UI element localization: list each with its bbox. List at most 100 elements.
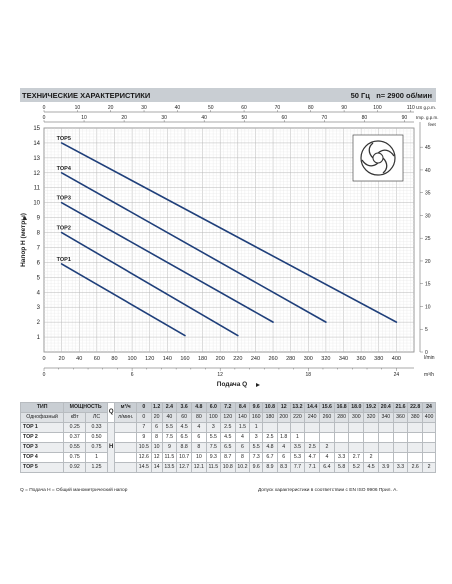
x-tick-label: 300 [304,356,313,362]
kw-value: 0.55 [63,442,87,453]
spacer-cell [114,432,137,443]
head-value [422,432,436,443]
kw-header: кВт [63,412,87,423]
model-name: TOP 2 [19,432,65,443]
head-value: 8.8 [176,442,192,453]
table-row: TOP 3 0.55 0.75 10.5 10 9 8.8 8 7.5 6.5 6 5.5 4.8 4 3.… [19,442,436,453]
hp-header: ЛС [85,412,108,423]
m3h-value: 3.6 [176,402,192,413]
head-value: 8.3 [276,462,291,473]
lmin-value: 140 [234,412,251,423]
footer-legend: Q = Подача H = Общий манометрический нап… [20,488,128,493]
x-tick-label: 200 [216,356,225,362]
curve-label-top1: TOP1 [57,257,71,263]
x-tick-label: 60 [94,356,100,362]
lmin-value: 320 [363,412,379,423]
x-tick-label: 320 [321,356,330,362]
head-value: 9.3 [205,452,221,463]
head-value [319,432,335,443]
head-value [392,442,409,453]
head-value: 6 [190,432,207,443]
head-value: 5.5 [205,432,221,443]
y-tick-label: 12 [33,171,40,177]
head-value: 4 [319,452,335,463]
lmin-value: 260 [319,412,335,423]
table-row: TOP 1 0.25 0.33 H 7 6 5.5 4.5 4 3 2.5 1.5 1 [19,422,436,473]
plot-area [43,127,415,353]
head-value [407,422,424,433]
head-value: 10.8 [219,462,236,473]
lmin-value: 40 [161,412,178,423]
y-arrow-icon [23,216,27,220]
head-value: 8 [234,452,251,463]
m3h-value: 2.4 [161,402,178,413]
m3h-value: 18.0 [348,402,365,413]
head-value: 2.5 [219,422,236,433]
head-value [262,422,278,433]
feet-tick-label: 25 [425,236,431,242]
head-value: 3.5 [289,442,306,453]
kw-value: 0.37 [63,432,87,443]
head-value: 1.5 [234,422,251,433]
y-tick-label: 1 [37,335,41,341]
chart-curves [60,142,398,337]
head-value: 6 [150,422,163,433]
impgpm-tick-label: 20 [121,115,127,121]
spacer-cell [114,452,137,463]
lmin-value: 400 [422,412,436,423]
feet-unit-label: feet [428,122,436,127]
impgpm-tick-label: 50 [241,115,247,121]
kw-value: 0.92 [63,462,87,473]
m3h-value: 1.2 [150,402,163,413]
impgpm-tick-label: 30 [161,115,167,121]
m3h-value: 22.8 [407,402,424,413]
head-value: 8 [150,432,163,443]
curve-label-top2: TOP2 [57,226,71,232]
curve-top2 [60,231,239,337]
lmin-value: 200 [276,412,291,423]
kw-value: 0.25 [63,422,87,433]
y-tick-label: 6 [37,260,41,266]
lmin-value: 360 [392,412,409,423]
m3h-value: 20.4 [377,402,394,413]
table-row: TOP 5 0.92 1.25 14.5 14 13.5 12.7 12.1 11.5 10.8 1… [19,462,436,473]
lmin-value: 160 [249,412,264,423]
unit-lmin: л/мин. [114,412,137,423]
head-value [377,442,394,453]
hp-value: 0.50 [85,432,108,443]
feet-tick-label: 30 [425,213,431,219]
curve-label-top4: TOP4 [57,166,72,172]
head-value [422,442,436,453]
model-name: TOP 4 [19,452,65,463]
y-tick-label: 15 [33,126,40,132]
m3h-value: 15.6 [319,402,335,413]
y-tick-label: 7 [37,245,41,251]
head-value: 4.8 [262,442,278,453]
x-tick-label: 20 [59,356,65,362]
h-label: H [106,422,116,473]
head-value [407,432,424,443]
head-value: 14 [150,462,163,473]
footer-note: Допуск характеристики в соответствии с E… [258,488,398,493]
head-value: 6 [234,442,251,453]
head-value: 10 [190,452,207,463]
head-value: 9 [135,432,152,443]
feet-tick-label: 0 [425,350,428,356]
m3h-unit-label: m³/h [424,372,434,378]
x-tick-label: 100 [128,356,137,362]
table-row: TOP 4 0.75 1 12.6 12 11.5 10.7 10 9.3 8.7 8 7.3 6.7 6… [19,452,436,463]
x-tick-label: 160 [180,356,189,362]
head-value [348,432,365,443]
m3h-tick-label: 6 [131,372,134,378]
usgpm-tick-label: 100 [373,105,382,111]
head-value: 5.5 [249,442,264,453]
hp-value: 1 [85,452,108,463]
head-value: 11.5 [161,452,178,463]
usgpm-tick-label: 50 [208,105,214,111]
q-label: Q [106,402,116,423]
m3h-value: 24 [422,402,436,413]
spacer-cell [114,462,137,473]
y-tick-label: 8 [37,231,41,237]
head-value [422,452,436,463]
curve-top5 [60,142,398,323]
